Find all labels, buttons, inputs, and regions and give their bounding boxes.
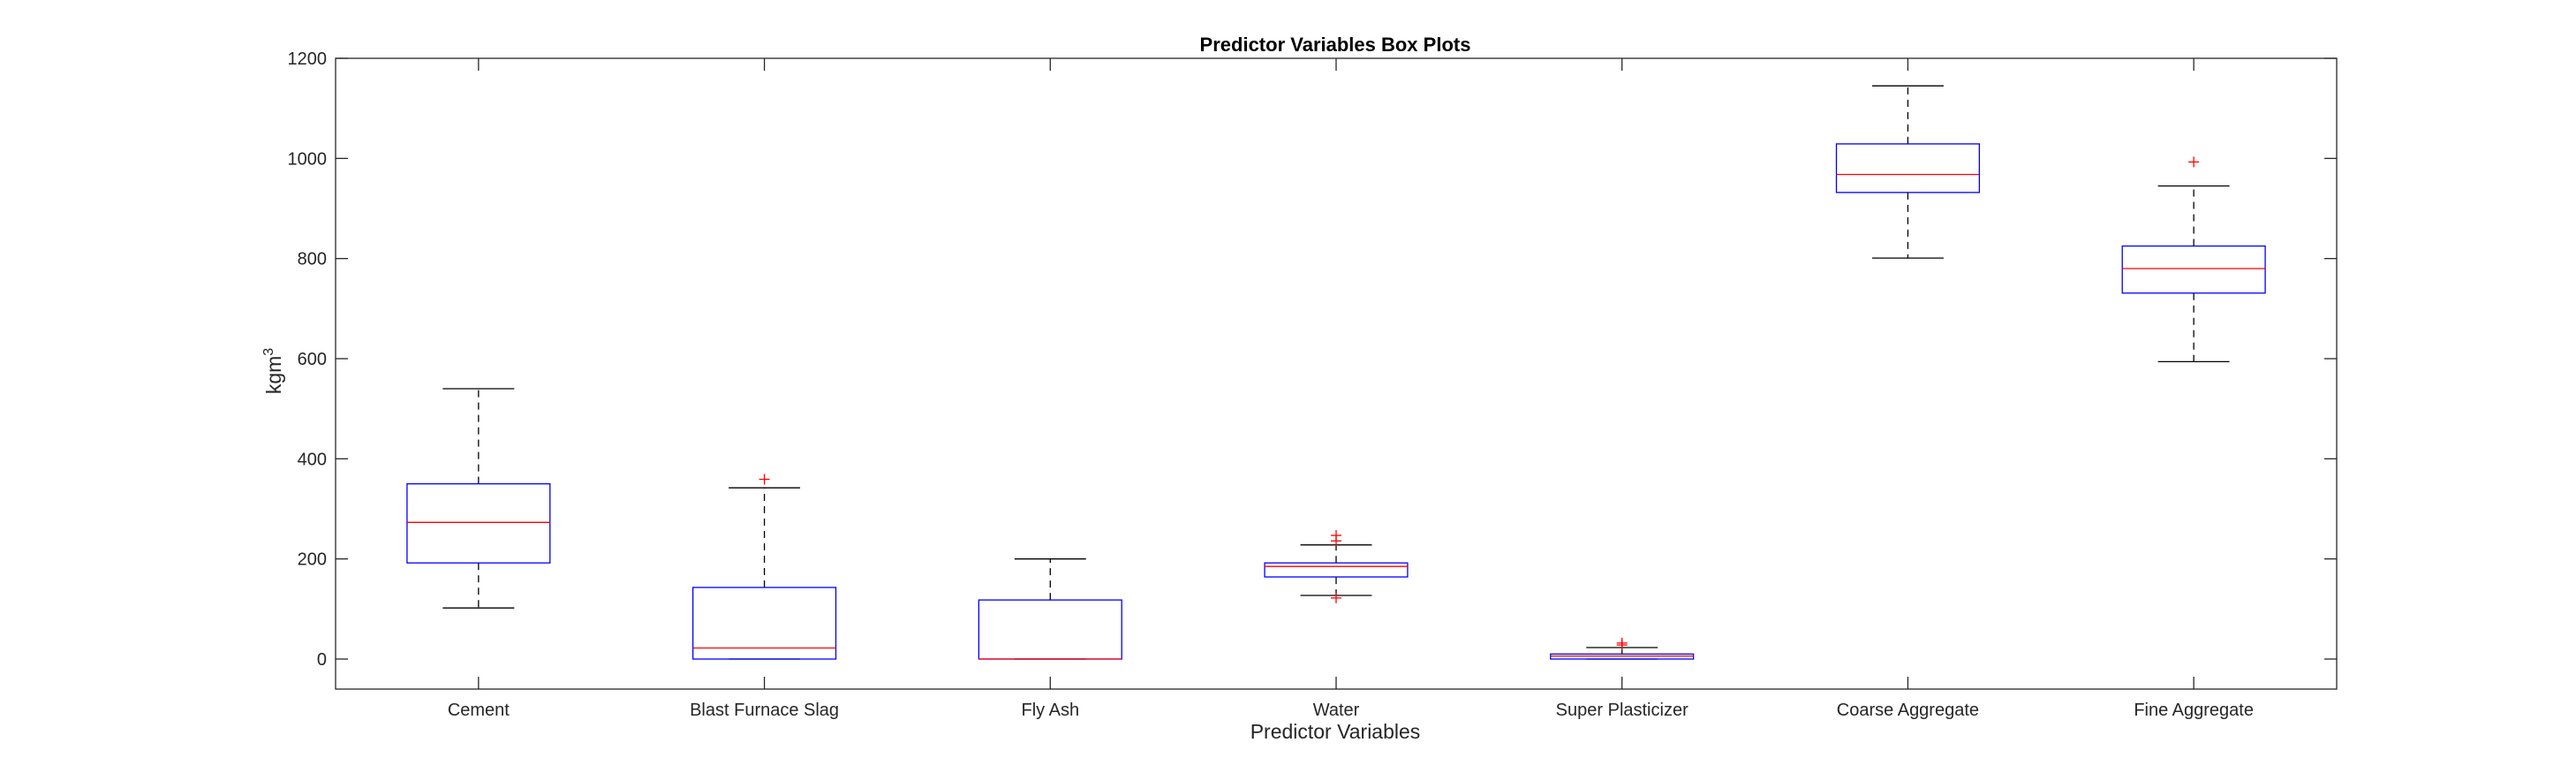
outlier-marker <box>2188 156 2200 168</box>
outlier-marker <box>1331 592 1341 603</box>
y-tick-label: 1200 <box>288 49 328 69</box>
x-tick-label: Coarse Aggregate <box>1837 701 1979 720</box>
y-axis-label-superscript: 3 <box>261 348 276 356</box>
plot-area: 0 200 400 600 800 1000 1200 Cement Blast Furnace… <box>288 49 2338 720</box>
y-tick-label: 800 <box>298 250 327 269</box>
y-axis-label-text: kgm <box>262 356 285 394</box>
y-tick-label: 1000 <box>288 149 328 169</box>
y-tick-label: 400 <box>298 450 327 469</box>
x-tick-label: Cement <box>448 701 510 720</box>
y-tick-label: 0 <box>317 650 327 670</box>
y-axis-label: kgm3 <box>261 348 285 394</box>
box-iqr <box>978 599 1122 660</box>
outlier-marker <box>1616 637 1628 648</box>
box-iqr <box>2121 245 2266 294</box>
x-tick-label: Super Plasticizer <box>1556 701 1688 720</box>
box-iqr <box>406 483 551 564</box>
box-iqr <box>1264 562 1409 578</box>
x-tick-label: Water <box>1313 701 1360 720</box>
outlier-marker <box>759 474 770 485</box>
y-tick-label: 600 <box>298 350 327 369</box>
x-axis-label: Predictor Variables <box>1250 720 1421 743</box>
x-tick-label: Fine Aggregate <box>2134 701 2254 720</box>
x-tick-label: Fly Ash <box>1021 701 1079 720</box>
chart-title: Predictor Variables Box Plots <box>1200 34 1471 56</box>
x-tick-label: Blast Furnace Slag <box>690 701 839 720</box>
y-tick-label: 200 <box>298 550 327 570</box>
box-iqr <box>1835 143 1981 193</box>
box-iqr <box>691 587 837 660</box>
outlier-marker <box>1331 530 1341 542</box>
